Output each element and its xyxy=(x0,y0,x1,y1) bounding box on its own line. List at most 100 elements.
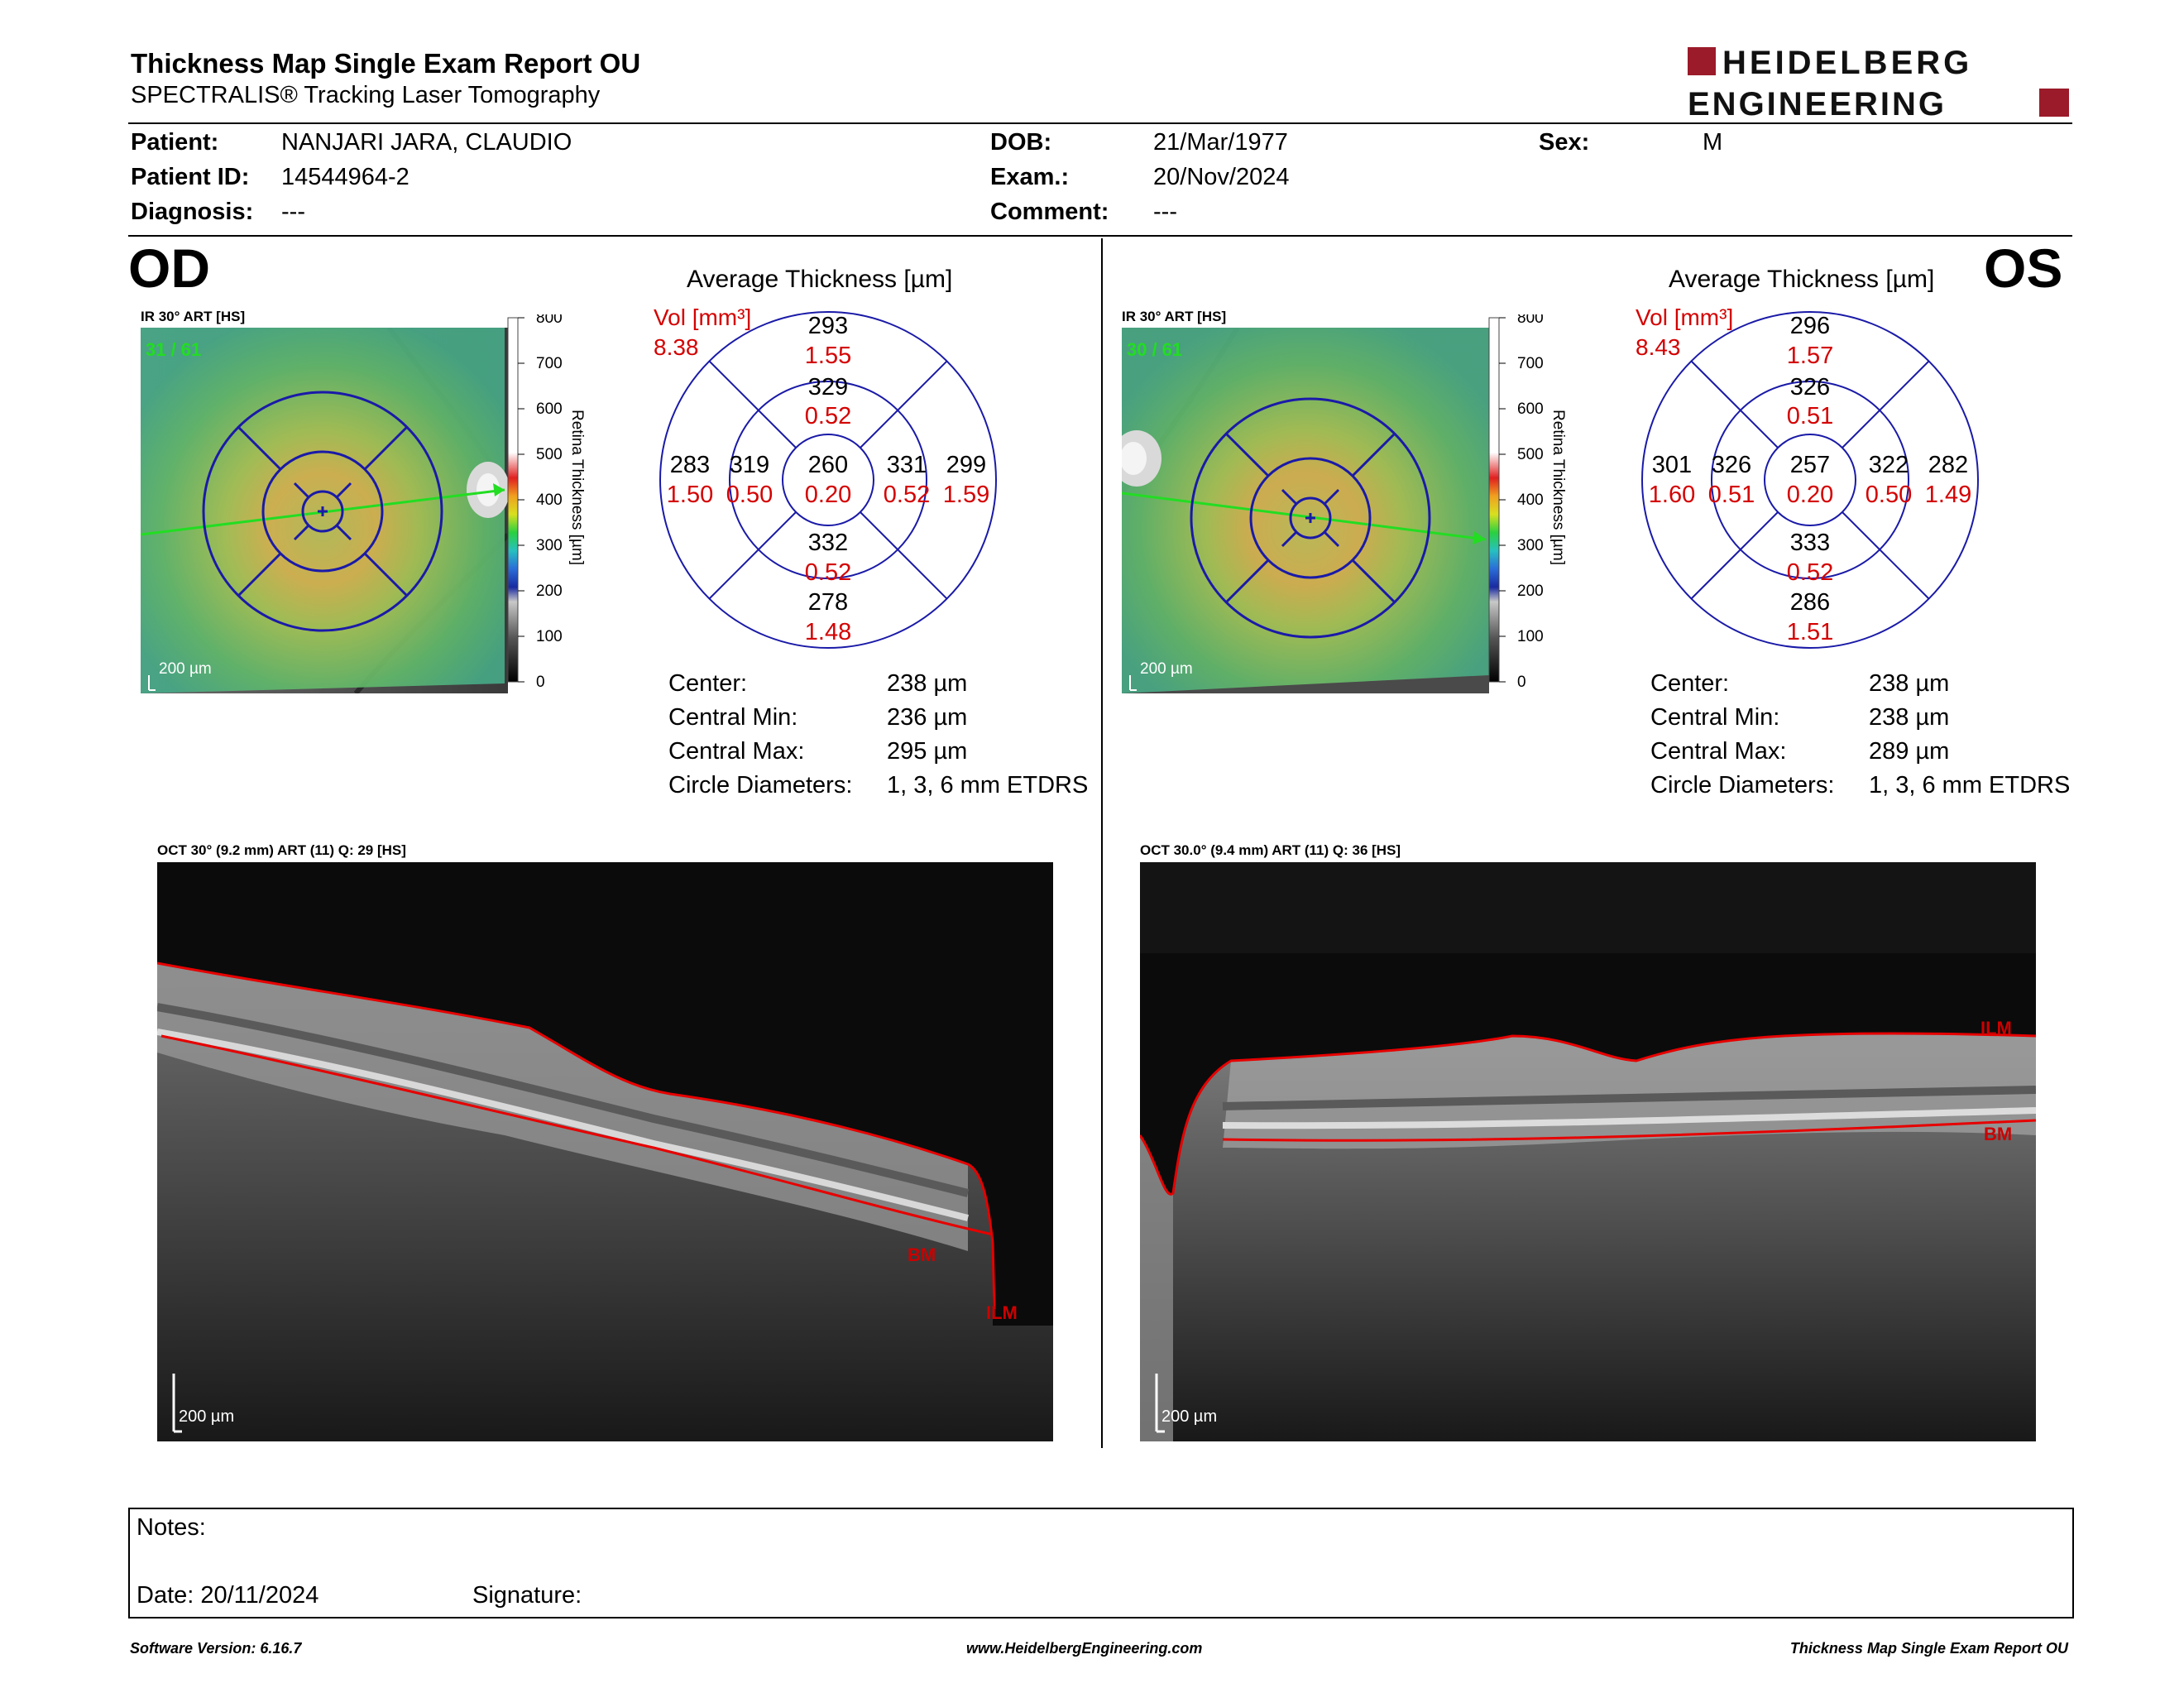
svg-text:BM: BM xyxy=(1984,1124,2012,1144)
svg-text:0.51: 0.51 xyxy=(1708,482,1755,508)
svg-text:326: 326 xyxy=(1712,452,1751,478)
os-colorbar: 800 700 600 500 400 300 200 100 0 Retina… xyxy=(1487,309,1578,695)
svg-text:100: 100 xyxy=(536,628,563,645)
od-center-label: Center: xyxy=(668,670,748,697)
svg-text:0.20: 0.20 xyxy=(805,482,851,508)
os-circle-diam-value: 1, 3, 6 mm ETDRS xyxy=(1869,772,2071,798)
svg-text:200: 200 xyxy=(1517,583,1544,600)
od-central-max-label: Central Max: xyxy=(668,738,805,765)
report-title: Thickness Map Single Exam Report OU xyxy=(131,48,641,79)
report-subtitle: SPECTRALIS® Tracking Laser Tomography xyxy=(131,82,601,108)
eye-separator xyxy=(1101,238,1103,1448)
od-oct-bscan: BM ILM 200 µm xyxy=(156,862,1053,1441)
od-circle-diam-label: Circle Diameters: xyxy=(668,772,853,798)
software-version: Software Version: 6.16.7 xyxy=(130,1640,302,1657)
svg-text:1.49: 1.49 xyxy=(1925,482,1971,508)
dob-value: 21/Mar/1977 xyxy=(1153,129,1288,156)
svg-text:8.38: 8.38 xyxy=(654,334,699,360)
od-ir-label: IR 30° ART [HS] xyxy=(141,309,246,324)
svg-text:257: 257 xyxy=(1790,452,1830,478)
svg-text:1.51: 1.51 xyxy=(1787,619,1833,645)
svg-text:ILM: ILM xyxy=(986,1302,1018,1323)
od-central-min-label: Central Min: xyxy=(668,704,798,731)
comment-label: Comment: xyxy=(990,199,1109,225)
svg-text:300: 300 xyxy=(536,537,563,554)
patient-label: Patient: xyxy=(131,129,219,156)
os-central-max-label: Central Max: xyxy=(1650,738,1787,765)
svg-text:301: 301 xyxy=(1652,452,1692,478)
diagnosis-label: Diagnosis: xyxy=(131,199,254,225)
svg-text:286: 286 xyxy=(1790,589,1830,616)
svg-text:700: 700 xyxy=(1517,355,1544,372)
svg-text:331: 331 xyxy=(887,452,927,478)
svg-text:0.52: 0.52 xyxy=(884,482,930,508)
signature-field: Signature: xyxy=(472,1582,582,1609)
svg-text:1.57: 1.57 xyxy=(1787,343,1833,369)
svg-text:278: 278 xyxy=(808,589,848,616)
svg-text:282: 282 xyxy=(1928,452,1968,478)
svg-text:293: 293 xyxy=(808,313,848,339)
notes-box: Notes: Date: 20/11/2024 Signature: xyxy=(128,1508,2074,1618)
svg-text:1.60: 1.60 xyxy=(1649,482,1695,508)
svg-text:1.59: 1.59 xyxy=(943,482,989,508)
os-oct-label: OCT 30.0° (9.4 mm) ART (11) Q: 36 [HS] xyxy=(1140,842,1401,858)
svg-text:200 µm: 200 µm xyxy=(1161,1407,1217,1426)
svg-text:400: 400 xyxy=(1517,492,1544,509)
svg-text:8.43: 8.43 xyxy=(1636,334,1681,360)
svg-text:333: 333 xyxy=(1790,530,1830,556)
svg-text:329: 329 xyxy=(808,374,848,400)
svg-text:800: 800 xyxy=(1517,314,1544,327)
svg-text:400: 400 xyxy=(536,492,563,509)
website-link[interactable]: www.HeidelbergEngineering.com xyxy=(966,1640,1203,1657)
svg-text:299: 299 xyxy=(946,452,986,478)
od-etdrs-grid: Average Thickness [µm] Vol [mm³] 8.38 29… xyxy=(645,266,1026,658)
svg-text:Average Thickness [µm]: Average Thickness [µm] xyxy=(687,269,952,293)
od-colorbar: 800 700 600 500 400 300 200 100 0 Retina… xyxy=(506,309,597,695)
svg-text:ENGINEERING: ENGINEERING xyxy=(1688,86,1947,120)
svg-text:0.52: 0.52 xyxy=(805,559,851,586)
dob-label: DOB: xyxy=(990,129,1052,156)
svg-text:1.55: 1.55 xyxy=(805,343,851,369)
svg-text:Retina Thickness [µm]: Retina Thickness [µm] xyxy=(568,410,586,565)
svg-text:0: 0 xyxy=(1517,674,1526,691)
svg-text:600: 600 xyxy=(536,400,563,418)
svg-text:0.52: 0.52 xyxy=(805,403,851,429)
od-eye-label: OD xyxy=(128,237,210,299)
svg-text:Average Thickness [µm]: Average Thickness [µm] xyxy=(1669,269,1934,293)
svg-text:1.50: 1.50 xyxy=(667,482,713,508)
patient-id: 14544964-2 xyxy=(281,164,410,190)
date-field: Date: 20/11/2024 xyxy=(136,1582,319,1609)
od-ir-thickness-map: 31 / 61 200 µm xyxy=(140,326,510,695)
od-circle-diam-value: 1, 3, 6 mm ETDRS xyxy=(887,772,1089,798)
svg-text:100: 100 xyxy=(1517,628,1544,645)
os-central-min-value: 238 µm xyxy=(1869,704,1950,731)
os-etdrs-grid: Average Thickness [µm] Vol [mm³] 8.43 29… xyxy=(1627,266,2008,658)
svg-text:30 / 61: 30 / 61 xyxy=(1127,339,1182,360)
os-oct-bscan: ILM BM 200 µm xyxy=(1138,862,2037,1441)
patient-name: NANJARI JARA, CLAUDIO xyxy=(281,129,572,156)
od-center-value: 238 µm xyxy=(887,670,968,697)
os-central-max-value: 289 µm xyxy=(1869,738,1950,765)
svg-text:322: 322 xyxy=(1869,452,1909,478)
svg-text:200: 200 xyxy=(536,583,563,600)
svg-text:200 µm: 200 µm xyxy=(1140,660,1193,678)
os-ir-thickness-map: 30 / 61 200 µm xyxy=(1112,326,1489,693)
svg-text:Vol [mm³]: Vol [mm³] xyxy=(654,305,751,330)
notes-label: Notes: xyxy=(136,1514,206,1541)
info-divider xyxy=(128,235,2072,237)
svg-text:Retina Thickness [µm]: Retina Thickness [µm] xyxy=(1549,410,1567,565)
svg-text:283: 283 xyxy=(670,452,710,478)
os-center-label: Center: xyxy=(1650,670,1730,697)
svg-text:332: 332 xyxy=(808,530,848,556)
footer-report-title: Thickness Map Single Exam Report OU xyxy=(1789,1640,2068,1657)
exam-label: Exam.: xyxy=(990,164,1070,190)
svg-text:HEIDELBERG: HEIDELBERG xyxy=(1722,46,1972,81)
svg-text:1.48: 1.48 xyxy=(805,619,851,645)
svg-text:500: 500 xyxy=(1517,446,1544,463)
svg-text:300: 300 xyxy=(1517,537,1544,554)
sex-label: Sex: xyxy=(1539,129,1590,156)
svg-text:700: 700 xyxy=(536,355,563,372)
svg-text:296: 296 xyxy=(1790,313,1830,339)
exam-value: 20/Nov/2024 xyxy=(1153,164,1290,190)
od-central-max-value: 295 µm xyxy=(887,738,968,765)
